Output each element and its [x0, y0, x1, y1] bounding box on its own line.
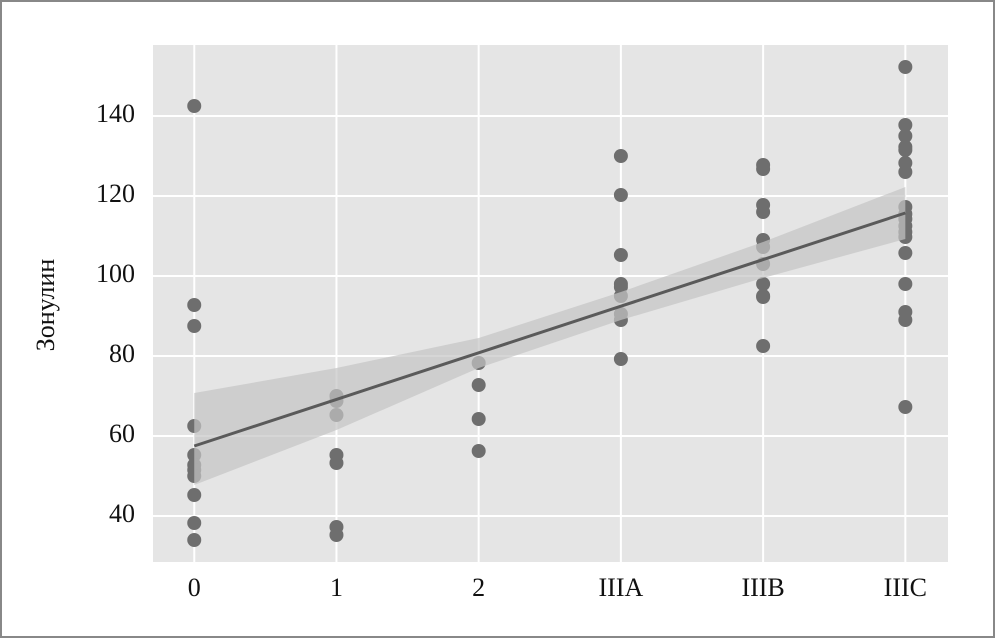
point	[187, 298, 202, 312]
y-tick-label: 60	[109, 419, 135, 448]
y-tick-label: 140	[96, 99, 135, 128]
point	[898, 143, 913, 157]
y-tick-label: 80	[109, 339, 135, 368]
point	[613, 188, 628, 202]
point	[898, 277, 913, 291]
x-tick-label: IIIB	[741, 573, 784, 602]
y-tick-label: 40	[109, 499, 135, 528]
point	[898, 129, 913, 143]
point	[329, 528, 344, 542]
point	[756, 205, 771, 219]
point	[187, 516, 202, 530]
plot-area	[153, 45, 948, 562]
point	[898, 165, 913, 179]
point	[898, 313, 913, 327]
point	[471, 412, 486, 426]
point	[898, 118, 913, 132]
x-tick-label: 2	[472, 573, 485, 602]
point	[471, 378, 486, 392]
y-tick-label: 100	[96, 259, 135, 288]
regression-line	[193, 211, 906, 448]
x-tick-label: IIIC	[884, 573, 927, 602]
y-axis-label: Зонулин	[31, 259, 60, 352]
point	[187, 99, 202, 113]
point	[187, 488, 202, 502]
point	[187, 319, 202, 333]
x-tick-label: 0	[188, 573, 201, 602]
point	[187, 533, 202, 547]
confidence-band	[194, 187, 906, 485]
x-tick-label: 1	[330, 573, 343, 602]
point	[471, 444, 486, 458]
point	[756, 339, 771, 353]
point	[756, 277, 771, 291]
point	[613, 352, 628, 366]
point	[613, 149, 628, 163]
point	[756, 162, 771, 176]
point	[898, 400, 913, 414]
y-tick-label: 120	[96, 179, 135, 208]
point	[613, 248, 628, 262]
point	[756, 290, 771, 304]
x-tick-label: IIIA	[599, 573, 644, 602]
point	[898, 60, 913, 74]
point	[898, 246, 913, 260]
point	[329, 456, 344, 470]
